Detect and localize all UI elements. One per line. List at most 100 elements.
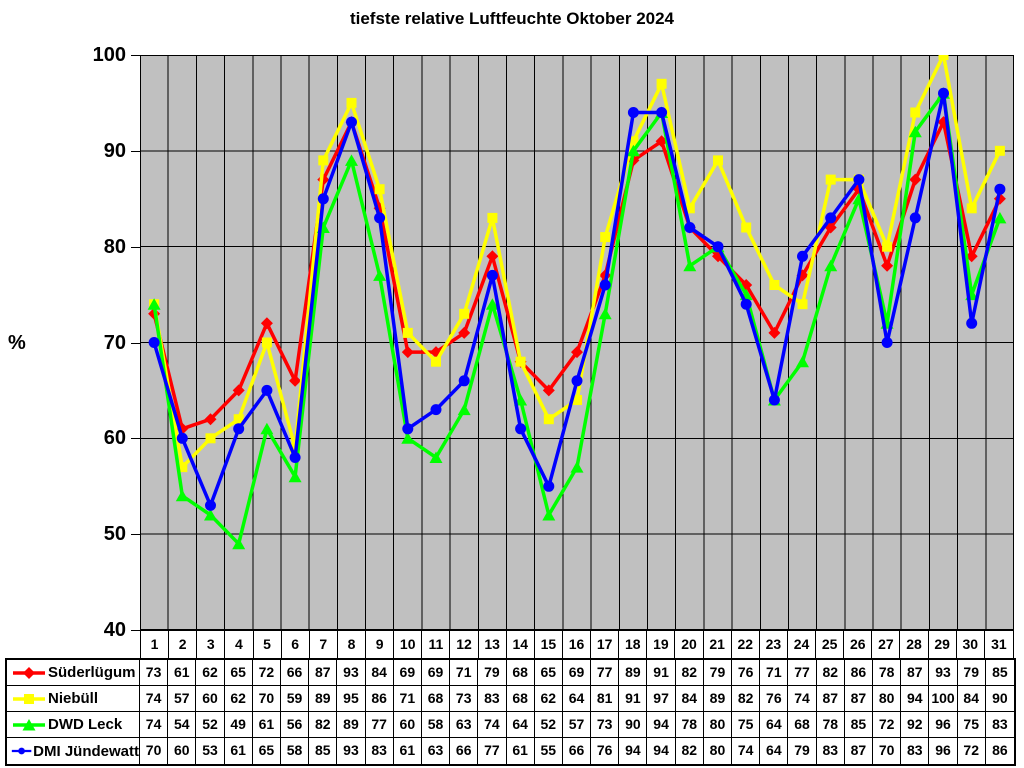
legend-marker-triangle-icon xyxy=(13,718,45,730)
value-cell: 63 xyxy=(450,712,479,737)
day-header-cell: 8 xyxy=(338,631,367,658)
value-cell: 68 xyxy=(788,712,817,737)
day-header-cell: 20 xyxy=(675,631,704,658)
value-cell: 89 xyxy=(704,686,733,711)
day-header-cell: 11 xyxy=(422,631,451,658)
value-cell: 77 xyxy=(591,660,620,685)
y-axis-tick-mark xyxy=(131,438,140,439)
value-cell: 64 xyxy=(760,712,789,737)
value-cell: 69 xyxy=(422,660,451,685)
value-cell: 74 xyxy=(140,686,169,711)
y-axis-tick-mark xyxy=(131,630,140,631)
value-cell: 80 xyxy=(704,738,733,764)
value-cell: 72 xyxy=(253,660,281,685)
day-header-cell: 28 xyxy=(900,631,929,658)
value-cell: 61 xyxy=(253,712,281,737)
value-cell: 84 xyxy=(958,686,986,711)
value-cell: 94 xyxy=(901,686,930,711)
value-cell: 85 xyxy=(992,664,1008,680)
value-cell: 93 xyxy=(337,738,366,764)
value-cell: 61 xyxy=(507,738,535,764)
plot-area xyxy=(140,55,1014,630)
value-cell: 83 xyxy=(817,738,845,764)
value-cell: 82 xyxy=(817,660,845,685)
series-name: Niebüll xyxy=(48,690,99,707)
value-cell: 62 xyxy=(225,686,253,711)
day-header-cell: 22 xyxy=(732,631,760,658)
value-cell: 59 xyxy=(281,686,310,711)
value-cell: 89 xyxy=(309,686,338,711)
value-cell: 74 xyxy=(788,686,817,711)
value-cell: 87 xyxy=(901,660,930,685)
value-cell: 62 xyxy=(535,686,563,711)
y-axis-tick-mark xyxy=(131,343,140,344)
value-cell: 70 xyxy=(140,738,169,764)
value-cell: 61 xyxy=(168,660,197,685)
value-cell: 78 xyxy=(676,712,704,737)
y-axis-tick-label: 40 xyxy=(103,619,126,641)
day-header-cell: 7 xyxy=(310,631,338,658)
value-cell: 81 xyxy=(591,686,620,711)
y-axis-tick-label: 80 xyxy=(103,235,126,258)
day-header-cell: 25 xyxy=(816,631,845,658)
value-cell: 58 xyxy=(281,738,310,764)
value-cell: 65 xyxy=(535,660,563,685)
y-axis-tick-mark xyxy=(131,247,140,248)
day-header-cell: 18 xyxy=(619,631,648,658)
gridlines xyxy=(140,55,1014,630)
legend-key: DMI Jündewatt xyxy=(7,738,140,764)
value-cell: 76 xyxy=(760,686,789,711)
value-cell: 75 xyxy=(732,712,761,737)
value-cell: 61 xyxy=(394,738,422,764)
value-cell: 64 xyxy=(760,738,789,764)
series-DMI Jündewatt xyxy=(148,87,1006,511)
value-cell: 79 xyxy=(788,738,817,764)
value-cell: 71 xyxy=(760,660,789,685)
value-cell: 60 xyxy=(394,712,422,737)
value-cell: 71 xyxy=(394,686,422,711)
value-cell: 83 xyxy=(901,738,930,764)
value-cell: 84 xyxy=(676,686,704,711)
value-cell: 79 xyxy=(958,660,986,685)
value-cell: 96 xyxy=(929,738,958,764)
value-cell: 70 xyxy=(253,686,281,711)
day-header-cell: 6 xyxy=(282,631,310,658)
value-cell: 77 xyxy=(788,660,817,685)
value-cell: 87 xyxy=(845,738,874,764)
y-axis-tick-label: 60 xyxy=(103,427,126,450)
value-cell: 65 xyxy=(225,660,253,685)
value-cell: 94 xyxy=(647,738,676,764)
day-header-cell: 21 xyxy=(704,631,732,658)
value-cell: 79 xyxy=(704,660,733,685)
value-cell: 58 xyxy=(422,712,451,737)
value-cell: 66 xyxy=(450,738,479,764)
day-header-cell: 17 xyxy=(591,631,620,658)
day-header-cell: 2 xyxy=(169,631,198,658)
y-axis-tick-label: 50 xyxy=(103,523,126,546)
value-cell: 61 xyxy=(225,738,253,764)
value-cell: 57 xyxy=(563,712,592,737)
series-name: DMI Jündewatt xyxy=(33,742,139,760)
day-header-cell: 23 xyxy=(760,631,788,658)
value-cell: 74 xyxy=(478,712,507,737)
value-cell: 82 xyxy=(676,738,704,764)
value-cell: 83 xyxy=(366,738,394,764)
value-cell: 82 xyxy=(676,660,704,685)
day-header-cell: 30 xyxy=(957,631,985,658)
value-cell: 80 xyxy=(873,686,902,711)
value-cell: 93 xyxy=(337,660,366,685)
value-cell: 55 xyxy=(535,738,563,764)
value-cell: 79 xyxy=(478,660,507,685)
legend-key: Süderlügum xyxy=(7,660,140,685)
value-cell: 86 xyxy=(366,686,394,711)
value-cell: 68 xyxy=(507,660,535,685)
y-axis-tick-label: 90 xyxy=(103,139,126,162)
day-header-row: 1 2 3 4 5 6 7 8 9 10 11 12 13 14 15 16 17 18 19 20 21 22 23 24 2… xyxy=(140,630,1014,658)
value-cell: 84 xyxy=(366,660,394,685)
table-row: DWD Leck 74 54 52 49 61 56 82 89 77 60 58 63 74 64 52 57… xyxy=(7,712,1014,738)
value-cell: 97 xyxy=(647,686,676,711)
value-cell: 85 xyxy=(845,712,874,737)
value-cell: 96 xyxy=(929,712,958,737)
day-header-cell: 29 xyxy=(929,631,957,658)
value-cell: 64 xyxy=(563,686,592,711)
